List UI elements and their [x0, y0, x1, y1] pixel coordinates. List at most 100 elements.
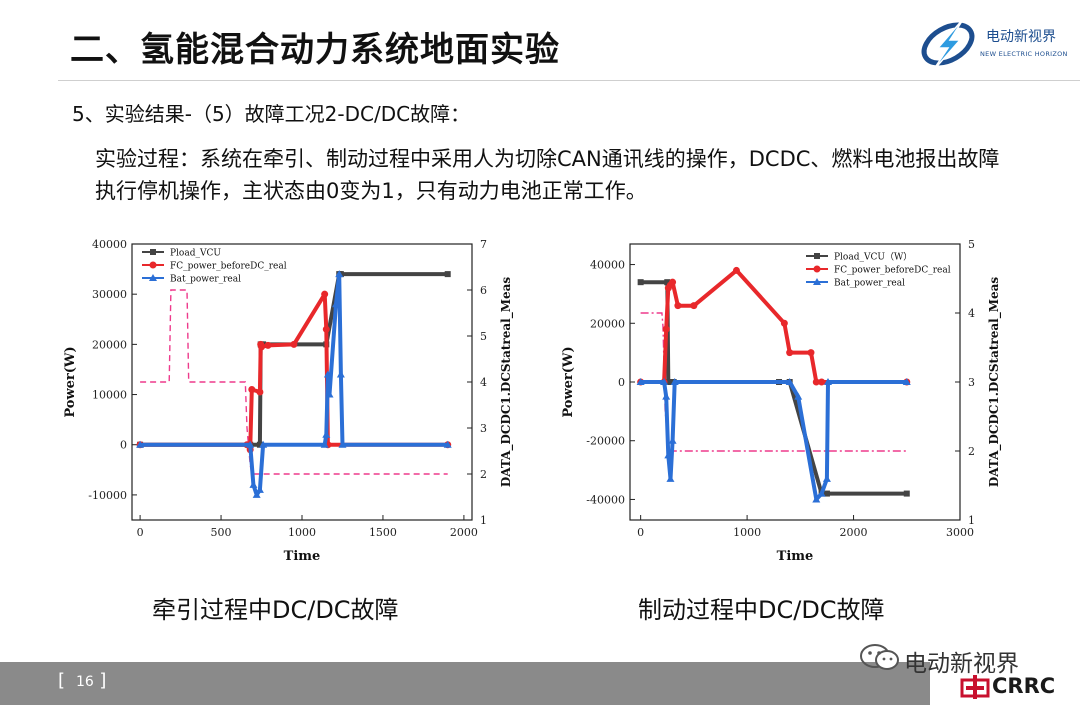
c0-series-point-2: [259, 440, 268, 448]
c1-series-point-0: [637, 279, 644, 286]
c1-series-point-2: [785, 378, 794, 385]
c1-y-tick-label: 40000: [590, 259, 625, 272]
c1-series-point-1: [818, 378, 826, 386]
c1-legend-marker-0: [814, 253, 820, 259]
c0-y2-tick-label: 7: [480, 238, 487, 251]
c1-x-axis-label: Time: [777, 549, 814, 564]
c1-series-point-0: [903, 490, 910, 497]
c0-y2-tick-label: 6: [480, 284, 487, 297]
c0-y-tick-label: -10000: [88, 489, 127, 502]
c0-y-tick-label: 20000: [92, 338, 127, 351]
c0-x-tick-label: 0: [137, 526, 144, 539]
wechat-watermark: 电动新视界: [858, 642, 1058, 677]
c0-series-point-2: [322, 430, 331, 438]
c0-y2-tick-label: 4: [480, 376, 487, 389]
c1-x-tick-label: 2000: [840, 526, 868, 539]
c0-series-point-1: [322, 325, 330, 333]
page-title: 二、氢能混合动力系统地面实验: [70, 30, 560, 70]
c1-y2-tick-label: 1: [968, 514, 975, 527]
c0-series-point-2: [323, 370, 332, 378]
crrc-logo: CRRC: [960, 674, 1080, 702]
c0-x-tick-label: 1500: [369, 526, 397, 539]
experiment-description: 实验过程：系统在牵引、制动过程中采用人为切除CAN通讯线的操作，DCDC、燃料电…: [95, 147, 1000, 203]
c0-legend-label-1: FC_power_beforeDC_real: [170, 262, 287, 272]
c1-series-point-1: [780, 319, 788, 327]
c0-series-point-1: [248, 386, 256, 394]
c0-plot-frame: [131, 243, 473, 521]
c1-series-point-2: [794, 392, 803, 400]
wechat-account-name: 电动新视界: [904, 651, 1019, 677]
c1-series-point-2: [812, 495, 821, 503]
c0-y-tick-label: 30000: [92, 288, 127, 301]
page-number: 16: [76, 674, 94, 690]
c0-series-point-2: [335, 270, 344, 278]
lightning-globe-icon: [921, 17, 975, 73]
c1-series-point-1: [674, 302, 682, 310]
c0-legend-marker-0: [150, 249, 156, 255]
c1-y2-axis-label: DATA_DCDC1.DCStatreal_Meas: [987, 277, 1002, 488]
c1-series-point-0: [823, 490, 830, 497]
caption-traction: 牵引过程中DC/DC故障: [152, 596, 399, 624]
c1-series-point-1: [807, 349, 815, 357]
c0-legend-marker-2: [149, 274, 157, 281]
c1-series-point-2: [817, 489, 826, 497]
c1-y-axis-label: Power(W): [561, 346, 576, 417]
c1-series-point-2: [666, 474, 675, 482]
c0-x-tick-label: 500: [211, 526, 232, 539]
c1-x-tick-label: 1000: [733, 526, 761, 539]
c1-series-point-1: [662, 325, 670, 333]
c0-legend-label-2: Bat_power_real: [170, 275, 241, 285]
c1-series-point-2: [822, 474, 831, 482]
c1-x-tick-label: 3000: [946, 526, 974, 539]
c0-series-point-2: [136, 440, 145, 448]
crrc-emblem-icon: [960, 675, 990, 699]
c1-y-tick-label: 0: [618, 376, 625, 389]
c1-series-point-1: [669, 278, 677, 286]
c1-series-point-2: [660, 378, 669, 385]
c1-series-point-2: [670, 378, 679, 385]
c0-y2-tick-label: 1: [480, 514, 487, 527]
logo-english-name: NEW ELECTRIC HORIZON: [980, 50, 1068, 58]
c0-series-point-2: [336, 370, 345, 378]
c1-series-point-2: [824, 378, 832, 385]
page-number-bracket-icon: [ ]: [58, 670, 107, 691]
c0-x-axis-label: Time: [284, 549, 321, 564]
chart-braking-fault: 0 1000 2000 3000 -40000 -20000 0 20000 40000 1 2 3 4…: [561, 238, 1002, 564]
c1-series-point-1: [786, 349, 794, 357]
c0-series-point-0: [444, 271, 451, 278]
c0-series-point-2: [443, 440, 452, 448]
c0-series-point-1: [258, 343, 266, 351]
caption-braking: 制动过程中DC/DC故障: [638, 596, 885, 624]
c0-legend-label-0: Pload_VCU: [170, 249, 221, 259]
c1-series-point-2: [902, 378, 911, 385]
c1-x-tick-label: 0: [637, 526, 644, 539]
c0-series-point-2: [338, 440, 347, 448]
c1-legend-marker-2: [813, 278, 821, 285]
c0-series-point-1: [290, 340, 298, 348]
c0-y-tick-label: 40000: [92, 238, 127, 251]
title-divider: [58, 80, 1080, 81]
c0-y-tick-label: 10000: [92, 389, 127, 402]
c0-series-point-1: [256, 388, 264, 396]
c1-y2-tick-label: 5: [968, 238, 975, 251]
c0-x-tick-label: 2000: [450, 526, 478, 539]
c0-series-point-2: [332, 300, 340, 308]
c0-series-point-2: [320, 440, 329, 448]
wechat-icon: [860, 644, 899, 670]
c1-legend-label-0: Pload_VCU（W）: [834, 252, 912, 263]
c1-y-tick-label: -20000: [586, 435, 625, 448]
c1-y2-tick-label: 4: [968, 307, 975, 320]
c1-y-tick-label: 20000: [590, 317, 625, 330]
c0-series-point-2: [325, 390, 334, 398]
c0-series-point-2: [249, 480, 258, 488]
c0-y2-axis-label: DATA_DCDC1.DCStatreal_Meas: [499, 277, 514, 488]
c1-series-point-2: [664, 451, 673, 459]
c1-y-tick-label: -40000: [586, 493, 625, 506]
c1-series-point-0: [664, 279, 671, 286]
footer-bar: [0, 662, 930, 705]
c0-y2-tick-label: 5: [480, 330, 487, 343]
c0-legend-marker-1: [149, 261, 157, 269]
c1-series-point-1: [732, 266, 740, 274]
c1-legend-label-2: Bat_power_real: [834, 279, 905, 289]
c1-legend-label-1: FC_power_beforeDC_real: [834, 266, 951, 276]
